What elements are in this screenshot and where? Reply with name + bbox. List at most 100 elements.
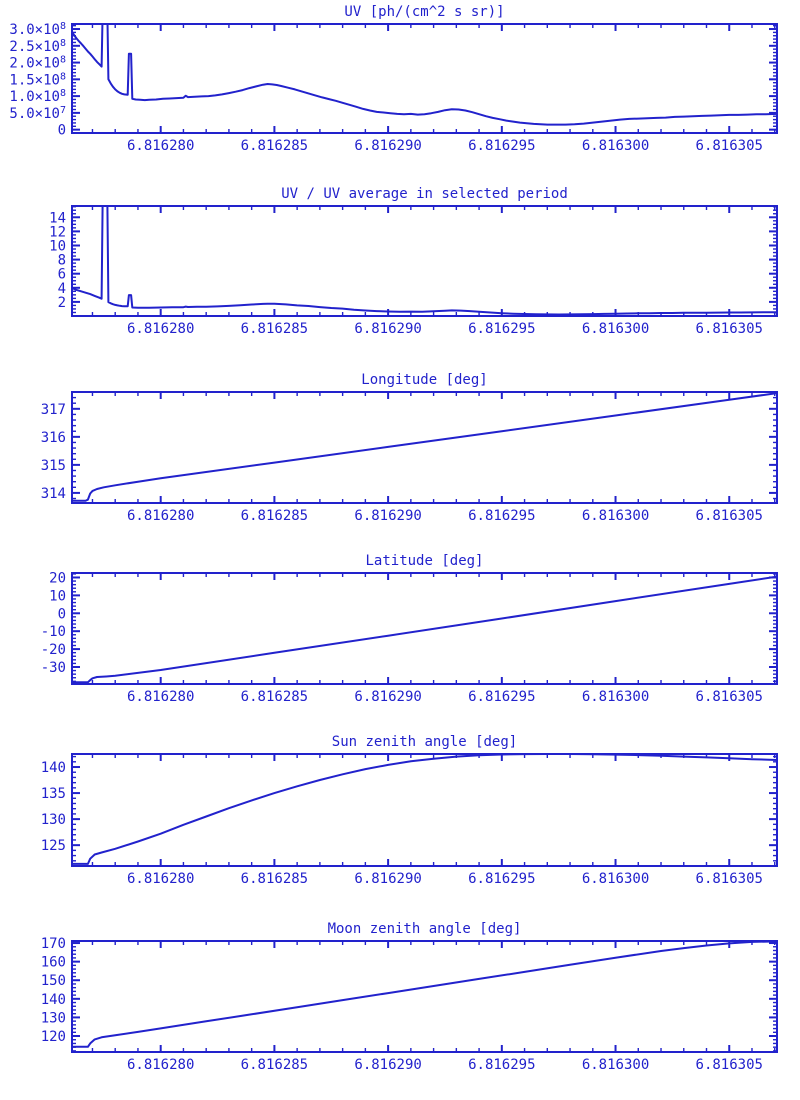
panel-uv: 6.816280 6.816285 6.816290 6.816295 6.816300… (9, 4, 778, 154)
x-tick-label: 6.816305 (696, 321, 763, 337)
y-tick-label: 10 (49, 238, 66, 254)
y-tick-label: 14 (49, 210, 66, 226)
x-tick-label: 6.816280 (127, 321, 194, 337)
y-tick-label: 316 (41, 430, 66, 446)
y-tick-label: -20 (41, 642, 66, 658)
x-ticks (91, 573, 776, 684)
y-tick-label: 20 (49, 570, 66, 586)
x-tick-label: 6.816290 (354, 689, 421, 705)
x-tick-label: 6.816295 (468, 689, 535, 705)
y-tick-label-exponent: 8 (60, 38, 66, 49)
y-tick-label-mantissa: 1.0×10 (9, 89, 60, 105)
y-tick-label-exponent: 8 (60, 55, 66, 66)
y-tick-label: 317 (41, 402, 66, 418)
y-tick-label-exponent: 8 (60, 21, 66, 32)
x-tick-label: 6.816280 (127, 871, 194, 887)
y-ticks (72, 573, 777, 683)
y-ticks (72, 24, 777, 134)
x-tick-label: 6.816300 (582, 508, 649, 524)
y-tick-label-mantissa: 0 (58, 123, 66, 139)
panel-title-sun-zenith: Sun zenith angle [deg] (332, 734, 517, 750)
x-tick-label: 6.816295 (468, 138, 535, 154)
uv-ratio-series-line (72, 206, 777, 316)
plot-frame (71, 205, 778, 317)
panel-title-uv: UV [ph/(cm^2 s sr)] (344, 4, 504, 20)
y-tick-label-exponent: 7 (60, 105, 66, 116)
y-tick-label: 130 (41, 1010, 66, 1026)
panel-uv-ratio: 6.816280 6.816285 6.816290 6.816295 6.816300… (49, 186, 778, 337)
y-tick-label: 10 (49, 588, 66, 604)
latitude-series-line (72, 575, 777, 684)
y-tick-label-mantissa: 5.0×10 (9, 106, 60, 122)
x-tick-label: 6.816285 (241, 508, 308, 524)
y-tick-label: -30 (41, 660, 66, 676)
x-ticks (91, 206, 776, 316)
y-tick-label: 130 (41, 812, 66, 828)
y-ticks (72, 391, 777, 500)
x-tick-label: 6.816290 (354, 508, 421, 524)
x-tick-label: 6.816300 (582, 321, 649, 337)
y-tick-label-mantissa: 1.5×10 (9, 72, 60, 88)
y-tick-label: 170 (41, 936, 66, 952)
y-tick-label-mantissa: 2.5×10 (9, 39, 60, 55)
panel-sun-zenith: 6.816280 6.816285 6.816290 6.816295 6.816300… (41, 734, 778, 887)
x-ticks (91, 24, 776, 133)
y-tick-label: 150 (41, 973, 66, 989)
x-tick-label: 6.816290 (354, 871, 421, 887)
x-tick-label: 6.816295 (468, 871, 535, 887)
y-tick-label-exponent: 8 (60, 71, 66, 82)
x-tick-label: 6.816300 (582, 138, 649, 154)
x-tick-label: 6.816300 (582, 1057, 649, 1073)
x-ticks (91, 754, 776, 866)
y-tick-label: 3.0×108 (9, 21, 66, 38)
plot-frame (71, 753, 778, 867)
y-tick-label: 12 (49, 224, 66, 240)
x-tick-label: 6.816305 (696, 508, 763, 524)
y-ticks (72, 206, 777, 314)
y-tick-label: 5.0×107 (9, 105, 66, 122)
x-tick-label: 6.816300 (582, 871, 649, 887)
y-tick-label: 6 (58, 267, 66, 283)
y-tick-label: 2 (58, 295, 66, 311)
y-tick-label: 140 (41, 760, 66, 776)
panel-title-moon-zenith: Moon zenith angle [deg] (328, 921, 522, 937)
y-tick-label: 125 (41, 838, 66, 854)
moon-zenith-series-line (72, 941, 777, 1048)
x-tick-label: 6.816280 (127, 689, 194, 705)
y-tick-label: 315 (41, 458, 66, 474)
plot-frame (71, 572, 778, 685)
panel-longitude: 6.816280 6.816285 6.816290 6.816295 6.816300… (41, 372, 778, 524)
x-tick-label: 6.816280 (127, 1057, 194, 1073)
y-ticks (72, 755, 777, 867)
x-tick-label: 6.816290 (354, 138, 421, 154)
x-tick-label: 6.816300 (582, 689, 649, 705)
x-tick-label: 6.816290 (354, 321, 421, 337)
y-tick-label-mantissa: 2.0×10 (9, 56, 60, 72)
x-tick-label: 6.816285 (241, 321, 308, 337)
x-tick-label: 6.816285 (241, 871, 308, 887)
x-tick-label: 6.816280 (127, 508, 194, 524)
x-tick-label: 6.816305 (696, 138, 763, 154)
y-tick-label: 1.0×108 (9, 88, 66, 105)
x-tick-label: 6.816285 (241, 138, 308, 154)
x-tick-label: 6.816285 (241, 1057, 308, 1073)
panel-title-longitude: Longitude [deg] (361, 372, 487, 388)
panel-title-uv-ratio: UV / UV average in selected period (281, 186, 568, 202)
y-tick-label: 4 (58, 281, 66, 297)
y-tick-label: 2.0×108 (9, 55, 66, 72)
panel-latitude: 6.816280 6.816285 6.816290 6.816295 6.816300… (41, 553, 778, 705)
y-tick-label-mantissa: 3.0×10 (9, 22, 60, 38)
x-tick-label: 6.816290 (354, 1057, 421, 1073)
y-tick-label: 2.5×108 (9, 38, 66, 55)
uv-series-line (72, 24, 777, 126)
y-tick-label: 160 (41, 955, 66, 971)
x-tick-label: 6.816305 (696, 871, 763, 887)
x-tick-label: 6.816295 (468, 321, 535, 337)
x-tick-label: 6.816295 (468, 508, 535, 524)
y-tick-label: 135 (41, 786, 66, 802)
x-tick-label: 6.816305 (696, 1057, 763, 1073)
panel-title-latitude: Latitude [deg] (365, 553, 483, 569)
y-tick-label: 140 (41, 992, 66, 1008)
